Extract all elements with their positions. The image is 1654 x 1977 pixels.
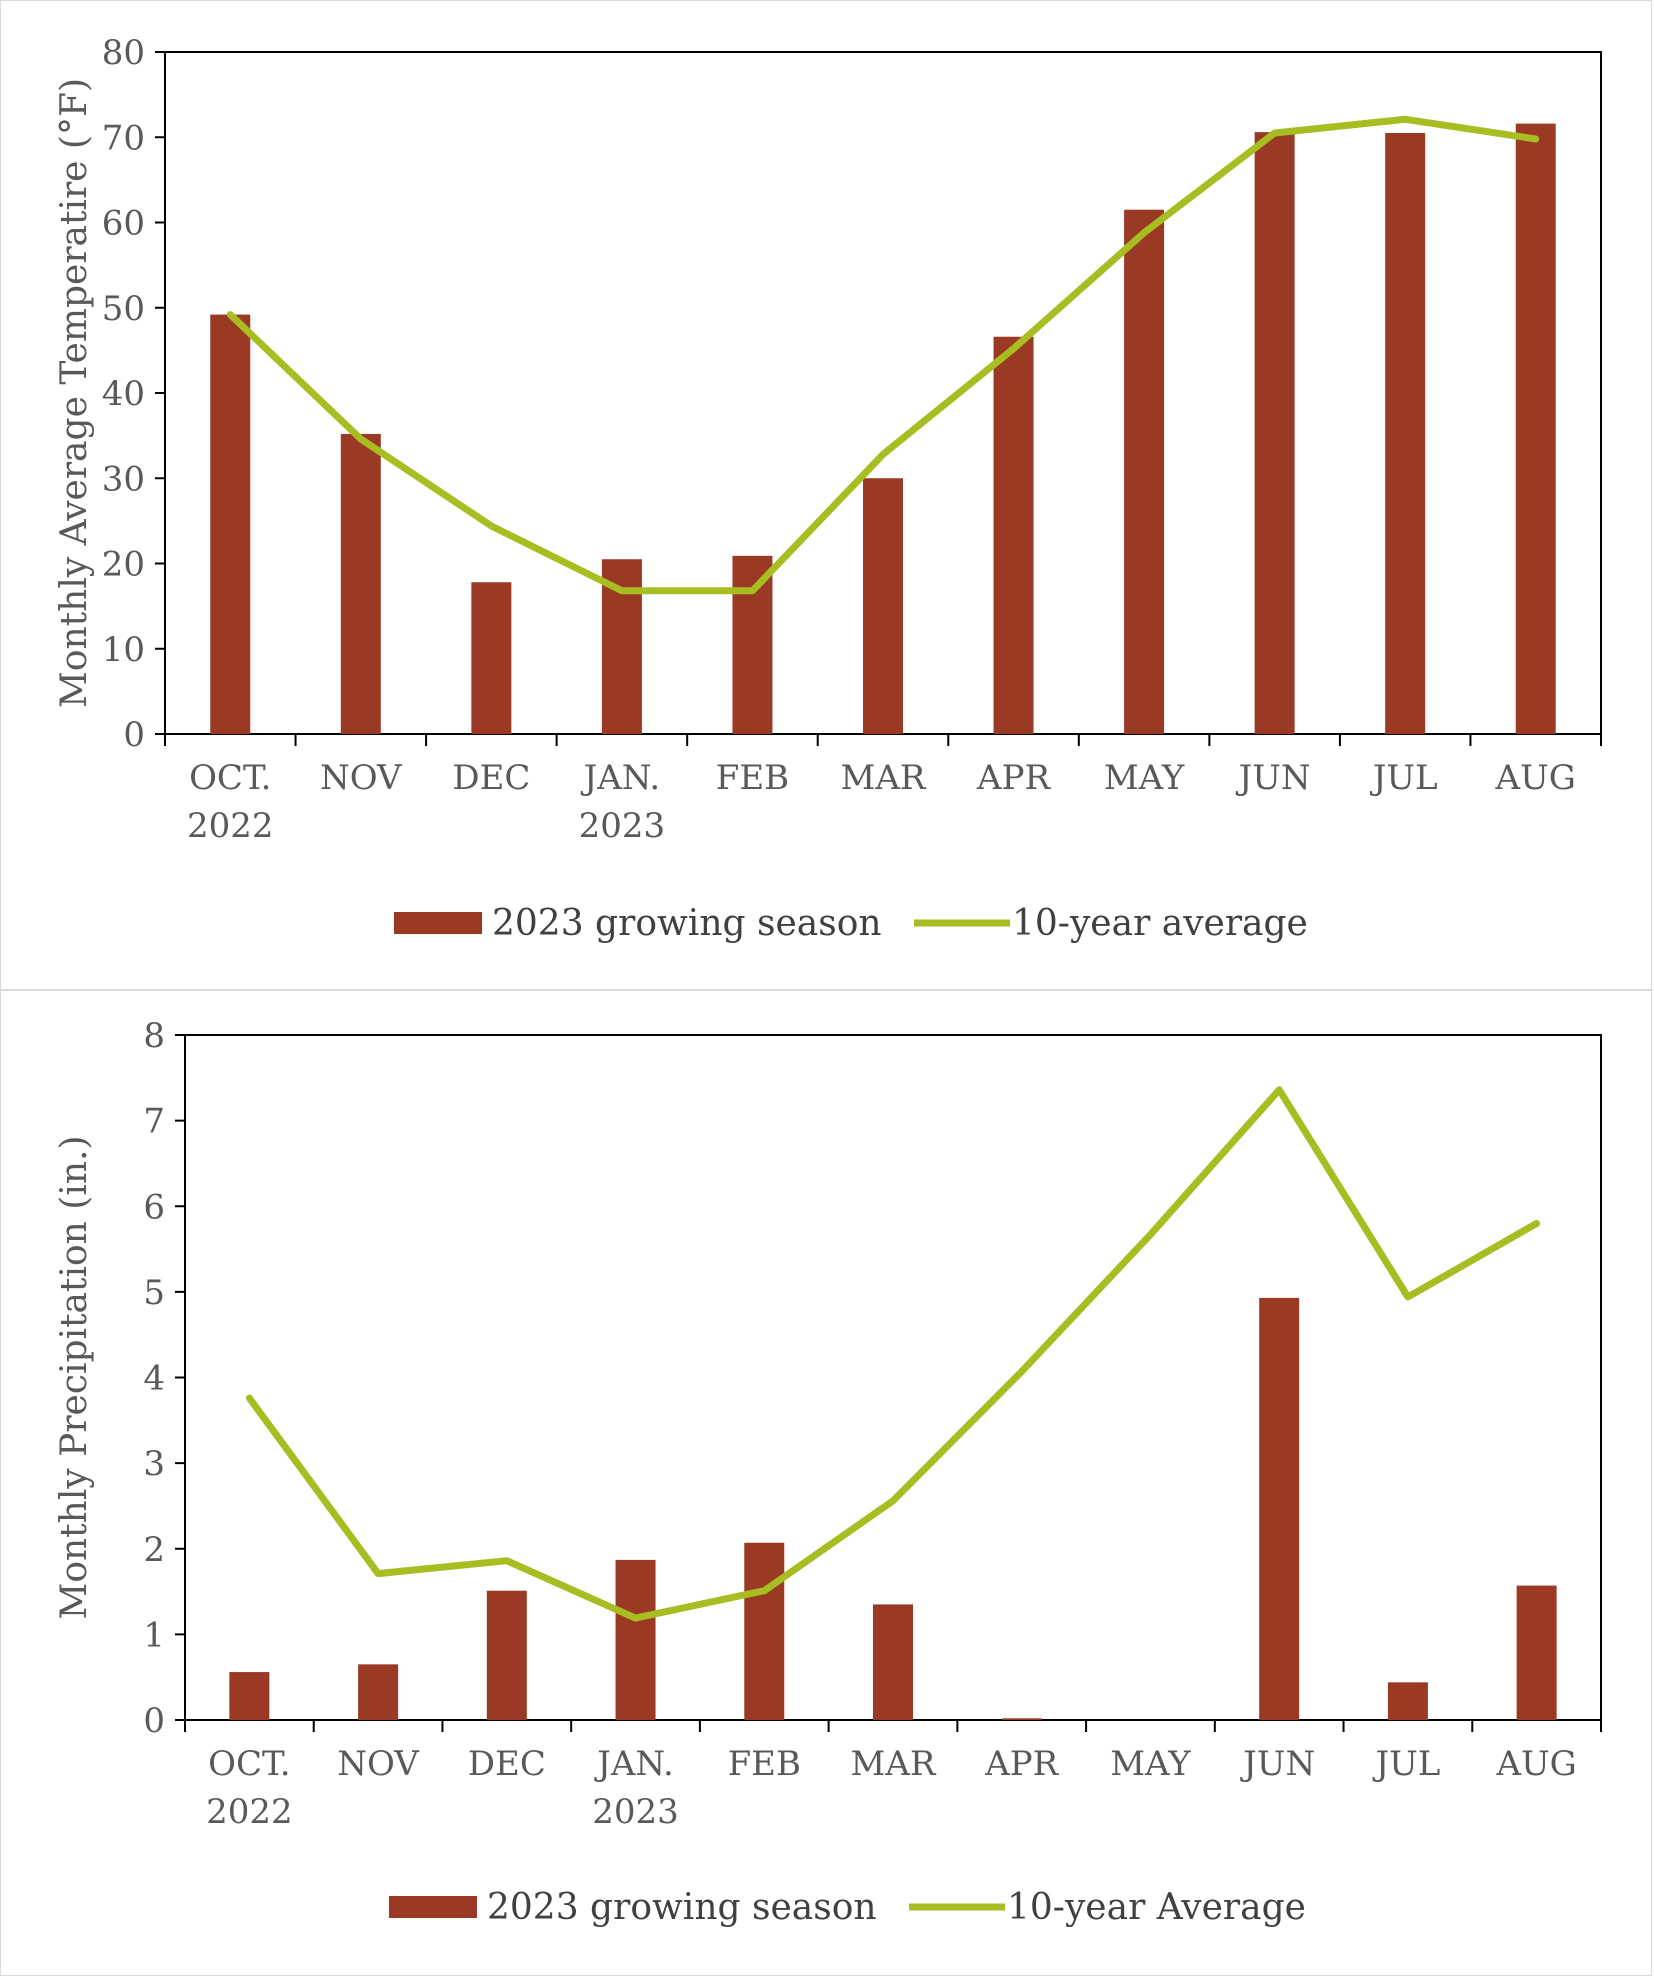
legend-line-label: 10-year Average (1007, 1887, 1306, 1928)
bar-10 (1388, 1682, 1428, 1720)
x-tick-label: DEC (452, 758, 530, 798)
x-tick-label: NOV (320, 758, 403, 798)
y-tick-label: 50 (102, 289, 145, 329)
x-tick-label: MAY (1104, 758, 1185, 798)
x-tick-label: JUN (1236, 758, 1311, 798)
x-tick-label: AUG (1495, 758, 1576, 798)
x-tick-label: AUG (1495, 1744, 1576, 1784)
x-tick-label: JUL (1372, 1744, 1440, 1784)
y-tick-label: 3 (143, 1444, 165, 1484)
y-axis-title: Monthly Average Temperatire (°F) (54, 78, 95, 708)
y-tick-label: 60 (102, 204, 145, 244)
x-tick-label: MAR (851, 1744, 937, 1784)
x-tick-label: JUL (1370, 758, 1438, 798)
bar-3 (487, 1591, 527, 1720)
x-tick-label: 2022 (187, 806, 274, 846)
precipitation-chart-panel: 0 1 2 3 4 5 6 7 8 OCT. 2022 NOV DEC JAN. 2023 FEB MAR APR… (0, 990, 1652, 1976)
legend-bar-label: 2023 growing season (487, 1887, 877, 1928)
bar-6 (873, 1604, 913, 1720)
x-tick-label: NOV (337, 1744, 420, 1784)
bar-2 (358, 1664, 398, 1720)
legend-bar-swatch (389, 1896, 477, 1918)
bar-5 (732, 556, 772, 734)
bar-4 (616, 1560, 656, 1720)
x-tick-label: 2023 (579, 806, 666, 846)
y-tick-label: 6 (143, 1187, 165, 1227)
bar-3 (471, 582, 511, 734)
bar-1 (210, 315, 250, 734)
y-tick-label: 20 (102, 545, 145, 585)
y-tick-label: 10 (102, 630, 145, 670)
y-tick-label: 5 (143, 1273, 165, 1313)
bar-8 (1124, 210, 1164, 734)
x-tick-label: JAN. (594, 1744, 674, 1784)
bar-7 (994, 337, 1034, 734)
y-tick-label: 7 (143, 1102, 165, 1142)
bar-10 (1385, 133, 1425, 734)
y-tick-label: 2 (143, 1530, 165, 1570)
y-tick-label: 1 (143, 1615, 165, 1655)
x-tick-label: JAN. (581, 758, 661, 798)
bar-2 (341, 434, 381, 734)
y-tick-label: 30 (102, 459, 145, 499)
y-tick-label: 0 (143, 1701, 165, 1741)
temperature-chart: 0 10 20 30 40 50 60 70 80 OCT. 2022 NOV DEC JAN. 2023 F… (1, 1, 1653, 991)
legend-bar-swatch (394, 912, 482, 934)
x-tick-label: JUN (1240, 1744, 1315, 1784)
x-tick-label: 2023 (592, 1792, 679, 1832)
bar-1 (229, 1672, 269, 1720)
bar-9 (1259, 1298, 1299, 1720)
y-tick-label: 80 (102, 33, 145, 73)
bar-11 (1517, 1586, 1557, 1720)
x-tick-label: OCT. (208, 1744, 290, 1784)
bar-6 (863, 478, 903, 734)
x-tick-label: APR (984, 1744, 1059, 1784)
y-tick-label: 8 (143, 1016, 165, 1056)
bar-11 (1516, 124, 1556, 734)
y-axis-title: Monthly Precipitation (in.) (54, 1135, 95, 1619)
x-tick-label: MAY (1110, 1744, 1191, 1784)
y-tick-label: 4 (143, 1359, 165, 1399)
x-tick-label: APR (976, 758, 1051, 798)
bar-5 (744, 1543, 784, 1720)
x-tick-label: FEB (728, 1744, 801, 1784)
legend-line-label: 10-year average (1012, 903, 1308, 944)
legend-bar-label: 2023 growing season (492, 903, 882, 944)
x-tick-label: 2022 (206, 1792, 293, 1832)
x-tick-label: DEC (468, 1744, 546, 1784)
temperature-chart-panel: 0 10 20 30 40 50 60 70 80 OCT. 2022 NOV DEC JAN. 2023 F… (0, 0, 1652, 990)
average-line (249, 1090, 1536, 1618)
bar-7 (1002, 1718, 1042, 1720)
x-tick-label: FEB (716, 758, 789, 798)
y-tick-label: 70 (102, 118, 145, 158)
bar-9 (1255, 132, 1295, 734)
y-tick-label: 0 (123, 715, 145, 755)
y-tick-label: 40 (102, 374, 145, 414)
x-tick-label: MAR (841, 758, 927, 798)
precipitation-chart: 0 1 2 3 4 5 6 7 8 OCT. 2022 NOV DEC JAN. 2023 FEB MAR APR… (1, 991, 1653, 1977)
x-tick-label: OCT. (189, 758, 271, 798)
